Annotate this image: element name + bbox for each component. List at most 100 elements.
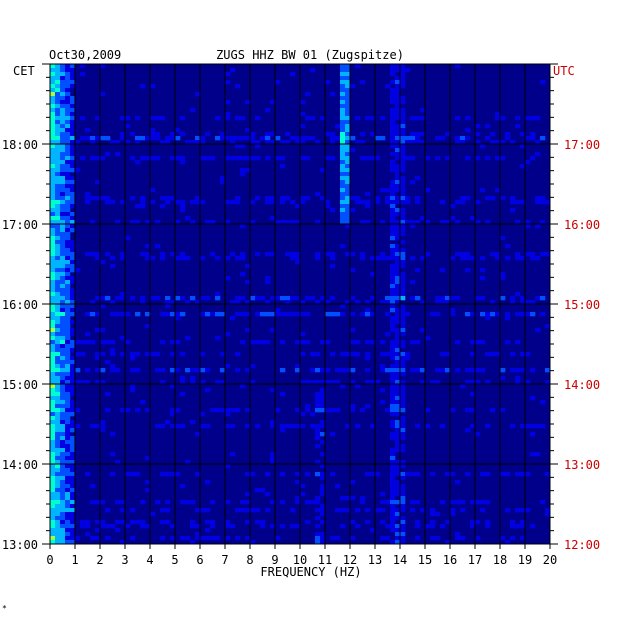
spectrogram-cell	[260, 296, 266, 301]
spectrogram-cell	[65, 136, 71, 141]
spectrogram-cell	[390, 364, 396, 369]
spectrogram-cell	[400, 212, 406, 217]
spectrogram-cell	[360, 500, 366, 505]
spectrogram-cell	[55, 288, 61, 293]
spectrogram-cell	[245, 100, 251, 105]
spectrogram-cell	[365, 300, 371, 305]
spectrogram-cell	[220, 312, 226, 317]
spectrogram-cell	[315, 252, 321, 257]
spectrogram-cell	[395, 276, 401, 281]
spectrogram-cell	[70, 292, 76, 297]
spectrogram-cell	[535, 328, 541, 333]
spectrogram-cell	[470, 424, 476, 429]
spectrogram-cell	[145, 524, 151, 529]
spectrogram-cell	[150, 256, 156, 261]
spectrogram-cell	[380, 340, 386, 345]
spectrogram-cell	[410, 472, 416, 477]
spectrogram-cell	[305, 408, 311, 413]
spectrogram-cell	[160, 536, 166, 541]
spectrogram-cell	[530, 424, 536, 429]
spectrogram-cell	[70, 436, 76, 441]
spectrogram-cell	[420, 368, 426, 373]
spectrogram-cell	[50, 272, 56, 277]
spectrogram-cell	[370, 380, 376, 385]
spectrogram-cell	[245, 508, 251, 513]
spectrogram-cell	[390, 264, 396, 269]
spectrogram-cell	[60, 440, 66, 445]
spectrogram-cell	[85, 200, 91, 205]
spectrogram-cell	[200, 508, 206, 513]
spectrogram-cell	[400, 340, 406, 345]
spectrogram-cell	[115, 520, 121, 525]
spectrogram-cell	[465, 156, 471, 161]
spectrogram-cell	[280, 340, 286, 345]
spectrogram-cell	[50, 336, 56, 341]
spectrogram-cell	[310, 352, 316, 357]
spectrogram-cell	[395, 168, 401, 173]
spectrogram-cell	[55, 284, 61, 289]
spectrogram-cell	[55, 236, 61, 241]
spectrogram-cell	[540, 296, 546, 301]
spectrogram-cell	[305, 312, 311, 317]
spectrogram-cell	[50, 128, 56, 133]
spectrogram-cell	[130, 508, 136, 513]
spectrogram-cell	[50, 220, 56, 225]
spectrogram-cell	[400, 184, 406, 189]
spectrogram-cell	[435, 380, 441, 385]
spectrogram-cell	[395, 220, 401, 225]
spectrogram-cell	[70, 392, 76, 397]
spectrogram-cell	[395, 172, 401, 177]
spectrogram-cell	[395, 188, 401, 193]
spectrogram-cell	[70, 464, 76, 469]
spectrogram-cell	[300, 196, 306, 201]
spectrogram-cell	[95, 296, 101, 301]
spectrogram-cell	[50, 516, 56, 521]
spectrogram-cell	[310, 368, 316, 373]
spectrogram-cell	[205, 520, 211, 525]
spectrogram-cell	[515, 200, 521, 205]
spectrogram-cell	[525, 312, 531, 317]
spectrogram-cell	[345, 508, 351, 513]
spectrogram-cell	[60, 536, 66, 541]
spectrogram-cell	[50, 100, 56, 105]
spectrogram-cell	[280, 200, 286, 205]
spectrogram-cell	[170, 300, 176, 305]
spectrogram-cell	[55, 264, 61, 269]
spectrogram-cell	[420, 328, 426, 333]
spectrogram-cell	[525, 160, 531, 165]
spectrogram-cell	[335, 508, 341, 513]
spectrogram-cell	[70, 84, 76, 89]
spectrogram-cell	[395, 268, 401, 273]
spectrogram-cell	[530, 452, 536, 457]
spectrogram-cell	[80, 136, 86, 141]
spectrogram-cell	[65, 192, 71, 197]
spectrogram-cell	[390, 452, 396, 457]
spectrogram-cell	[50, 312, 56, 317]
spectrogram-cell	[390, 144, 396, 149]
spectrogram-cell	[480, 368, 486, 373]
spectrogram-cell	[60, 516, 66, 521]
spectrogram-cell	[495, 188, 501, 193]
spectrogram-cell	[390, 320, 396, 325]
spectrogram-cell	[330, 256, 336, 261]
x-tick-label: 20	[543, 553, 557, 567]
spectrogram-cell	[70, 476, 76, 481]
spectrogram-cell	[340, 176, 346, 181]
spectrogram-cell	[395, 140, 401, 145]
spectrogram-cell	[195, 532, 201, 537]
spectrogram-cell	[60, 520, 66, 525]
spectrogram-cell	[395, 248, 401, 253]
spectrogram-cell	[50, 196, 56, 201]
spectrogram-cell	[390, 308, 396, 313]
spectrogram-cell	[405, 356, 411, 361]
spectrogram-cell	[215, 312, 221, 317]
spectrogram-cell	[55, 80, 61, 85]
spectrogram-cell	[345, 168, 351, 173]
spectrogram-cell	[520, 472, 526, 477]
spectrogram-cell	[125, 472, 131, 477]
spectrogram-cell	[395, 436, 401, 441]
spectrogram-cell	[400, 508, 406, 513]
spectrogram-cell	[465, 472, 471, 477]
spectrogram-cell	[50, 172, 56, 177]
spectrogram-cell	[450, 308, 456, 313]
